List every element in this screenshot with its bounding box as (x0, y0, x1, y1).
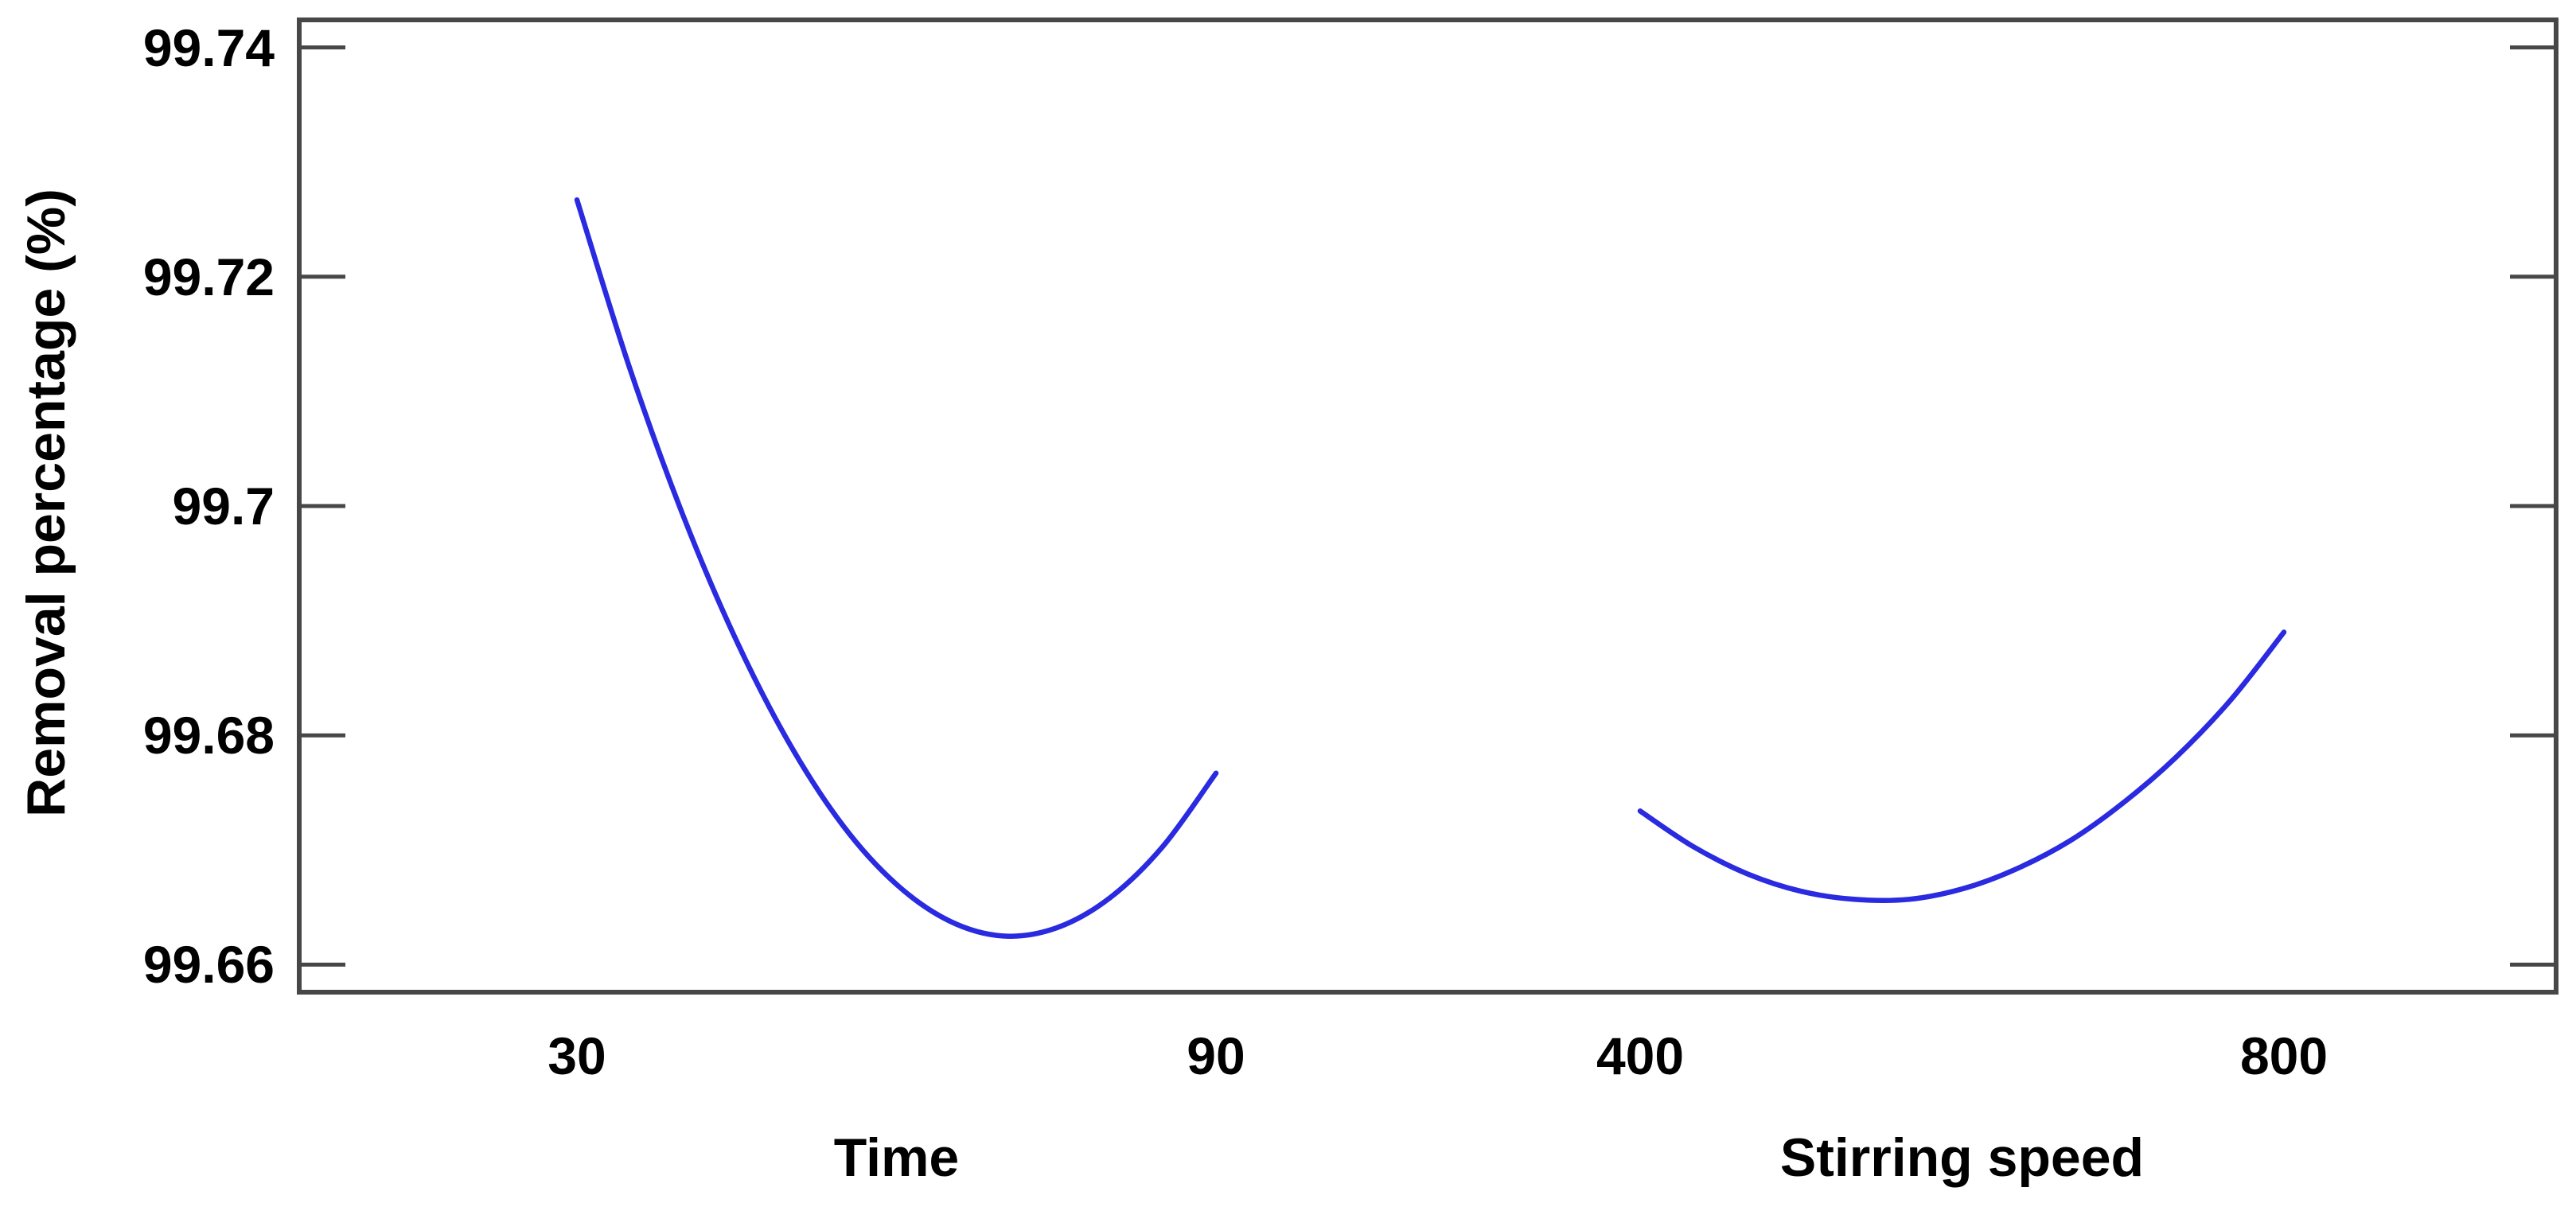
y-tick-label: 99.66 (142, 935, 275, 995)
x-axis-title: Time (833, 1127, 960, 1188)
plot-frame (297, 18, 2558, 995)
y-tick-label: 99.68 (142, 706, 275, 765)
x-tick-label-low: 400 (1596, 1026, 1685, 1085)
stirring-speed-effect-curve (1637, 629, 2287, 903)
x-axis-title: Stirring speed (1779, 1127, 2145, 1188)
y-tick-label: 99.72 (142, 247, 275, 306)
y-axis-title: Removal percentage (%) (16, 189, 76, 817)
x-tick-label-high: 800 (2239, 1026, 2329, 1085)
x-tick-label-low: 30 (548, 1026, 606, 1085)
y-tick-label: 99.74 (142, 18, 275, 77)
x-tick-label-high: 90 (1187, 1026, 1245, 1085)
y-tick-label: 99.7 (172, 477, 275, 535)
time-effect-curve (574, 197, 1219, 939)
